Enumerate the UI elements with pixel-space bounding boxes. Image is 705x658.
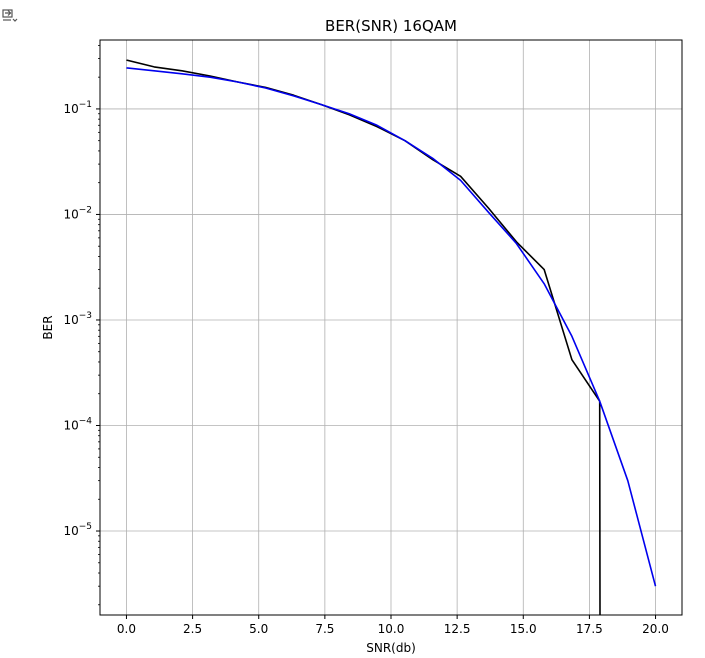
y-axis: 10−1 10−2 10−3 10−4 10−5 [63, 44, 100, 606]
x-tick-label: 10.0 [378, 622, 405, 636]
x-tick-label: 20.0 [642, 622, 669, 636]
x-tick-label: 17.5 [576, 622, 603, 636]
y-tick-label: 10−3 [63, 311, 92, 327]
x-axis: 0.0 2.5 5.0 7.5 10.0 12.5 15.0 17.5 20.0 [117, 615, 669, 636]
series-line-1 [126, 59, 601, 616]
x-tick-label: 12.5 [444, 622, 471, 636]
series-layer [126, 59, 657, 616]
x-tick-label: 7.5 [315, 622, 334, 636]
y-tick-label: 10−5 [63, 522, 92, 538]
y-tick-label: 10−2 [63, 205, 92, 221]
series-line-2 [126, 67, 657, 587]
grid-lines [100, 40, 682, 615]
x-tick-label: 0.0 [117, 622, 136, 636]
x-axis-label: SNR(db) [366, 641, 416, 655]
chart-title: BER(SNR) 16QAM [325, 17, 457, 35]
x-tick-label: 15.0 [510, 622, 537, 636]
y-tick-label: 10−4 [63, 416, 92, 432]
output-toggle-icon[interactable] [2, 8, 18, 24]
y-tick-label: 10−1 [63, 100, 92, 116]
x-tick-label: 2.5 [183, 622, 202, 636]
y-axis-label: BER [41, 315, 55, 339]
x-tick-label: 5.0 [249, 622, 268, 636]
